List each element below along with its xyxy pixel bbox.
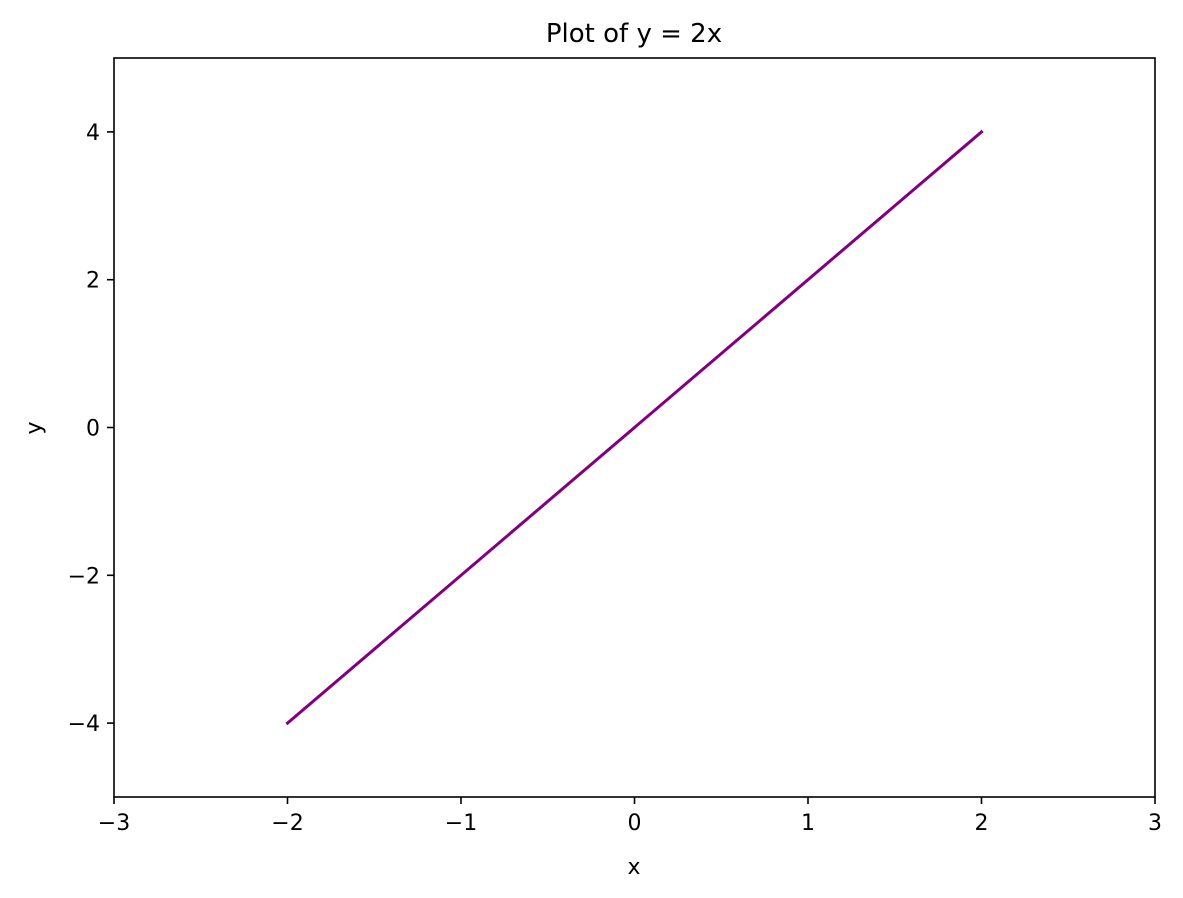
x-tick-label: 0: [628, 811, 642, 836]
x-tick-label: −2: [271, 811, 303, 836]
y-tick-label: 4: [86, 121, 100, 146]
y-tick-label: 0: [86, 417, 100, 442]
x-axis-ticks: −3 −2 −1 0 1 2 3: [98, 797, 1162, 836]
y-axis-ticks: −4 −2 0 2 4: [68, 121, 114, 737]
x-tick-label: 2: [975, 811, 989, 836]
y-tick-label: −4: [68, 712, 100, 737]
x-tick-label: −1: [445, 811, 477, 836]
chart-title: Plot of y = 2x: [546, 19, 722, 49]
y-tick-label: −2: [68, 564, 100, 589]
y-axis-label: y: [22, 421, 47, 434]
plot-area: [285, 129, 984, 726]
x-tick-label: 3: [1148, 811, 1162, 836]
series-line-0: [285, 129, 984, 726]
x-axis-label: x: [627, 855, 640, 880]
y-tick-label: 2: [86, 269, 100, 294]
x-tick-label: 1: [801, 811, 815, 836]
x-tick-label: −3: [98, 811, 130, 836]
